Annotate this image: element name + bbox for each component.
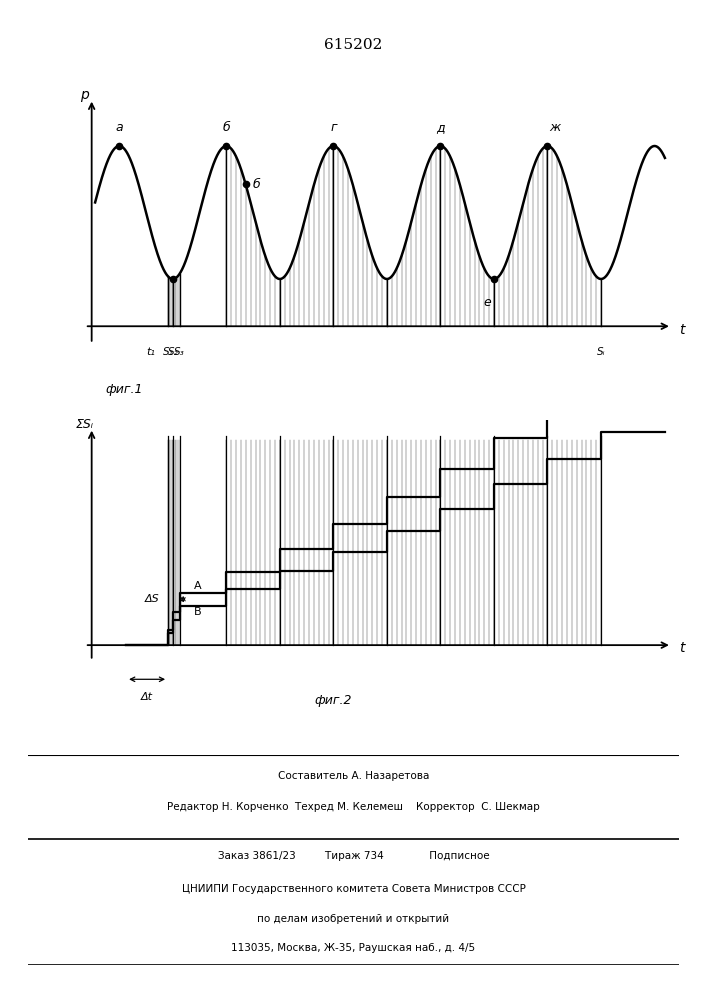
Text: S₃: S₃ [175, 347, 185, 357]
Text: ЦНИИПИ Государственного комитета Совета Министров СССР: ЦНИИПИ Государственного комитета Совета … [182, 884, 525, 894]
Text: Sᵢ: Sᵢ [597, 347, 605, 357]
Text: д: д [436, 121, 445, 134]
Text: S₁: S₁ [163, 347, 173, 357]
Text: б: б [252, 178, 260, 191]
Text: ΣSᵢ: ΣSᵢ [76, 418, 94, 431]
Text: Редактор Н. Корченко  Техред М. Келемеш    Корректор  С. Шекмар: Редактор Н. Корченко Техред М. Келемеш К… [167, 802, 540, 812]
Text: t: t [679, 641, 684, 655]
Text: Составитель А. Назаретова: Составитель А. Назаретова [278, 771, 429, 781]
Text: ж: ж [549, 121, 560, 134]
Text: B: B [194, 607, 201, 617]
Text: Заказ 3861/23         Тираж 734              Подписное: Заказ 3861/23 Тираж 734 Подписное [218, 851, 489, 861]
Text: г: г [330, 121, 337, 134]
Text: б: б [223, 121, 230, 134]
Text: фиг.2: фиг.2 [315, 694, 352, 707]
Text: t: t [679, 323, 684, 337]
Text: фиг.1: фиг.1 [105, 383, 143, 396]
Text: 615202: 615202 [325, 38, 382, 52]
Text: S₂: S₂ [168, 347, 178, 357]
Text: ΔS: ΔS [144, 594, 159, 604]
Text: Δt: Δt [141, 692, 153, 702]
Text: A: A [194, 581, 201, 591]
Text: а: а [115, 121, 123, 134]
Text: по делам изобретений и открытий: по делам изобретений и открытий [257, 914, 450, 924]
Text: е: е [483, 296, 491, 310]
Text: t₁: t₁ [146, 347, 155, 357]
Text: 113035, Москва, Ж-35, Раушская наб., д. 4/5: 113035, Москва, Ж-35, Раушская наб., д. … [231, 943, 476, 953]
Text: р: р [81, 88, 89, 102]
